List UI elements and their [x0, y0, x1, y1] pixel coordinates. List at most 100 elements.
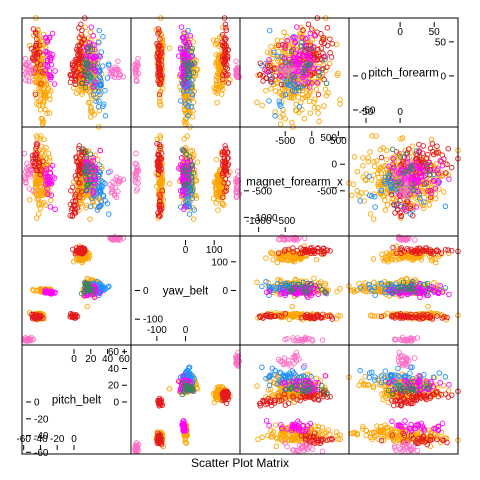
data-point — [272, 109, 278, 115]
data-point — [222, 143, 228, 149]
tick-label: -1000 — [246, 216, 272, 227]
data-point — [104, 75, 111, 81]
data-point — [213, 77, 219, 83]
data-point — [37, 136, 43, 142]
data-point — [225, 155, 231, 161]
data-point — [157, 135, 164, 141]
data-point — [34, 36, 40, 42]
data-point — [82, 24, 89, 31]
data-point — [85, 78, 91, 84]
data-point — [288, 59, 295, 66]
data-point — [185, 113, 191, 119]
data-point — [96, 203, 102, 210]
data-point — [426, 202, 433, 208]
data-point — [181, 206, 187, 213]
data-point — [41, 136, 47, 143]
data-point — [157, 133, 163, 139]
data-point — [281, 48, 287, 54]
variable-name: yaw_belt — [163, 286, 209, 298]
data-point — [189, 114, 196, 120]
data-point — [184, 159, 191, 165]
data-point — [48, 192, 55, 198]
data-point — [225, 161, 232, 167]
data-point — [350, 181, 357, 187]
data-point — [82, 168, 88, 175]
data-point — [100, 101, 107, 107]
data-point — [46, 178, 53, 184]
tick-label: 500 — [320, 133, 337, 144]
data-point — [189, 163, 195, 169]
data-point — [322, 54, 329, 60]
data-point — [38, 133, 44, 139]
data-point — [83, 163, 90, 169]
data-point — [38, 168, 44, 174]
data-point — [219, 72, 226, 78]
data-point — [234, 189, 240, 196]
data-point — [178, 155, 185, 161]
data-point — [214, 70, 221, 77]
data-point — [370, 216, 377, 222]
data-point — [45, 63, 51, 69]
data-point — [214, 99, 220, 106]
data-point — [304, 92, 310, 99]
data-point — [351, 154, 358, 160]
data-point — [32, 89, 39, 96]
data-point — [221, 44, 227, 50]
data-point — [409, 143, 416, 149]
data-point — [382, 197, 388, 204]
data-point — [307, 30, 314, 37]
data-point — [72, 210, 79, 216]
data-point — [177, 46, 184, 52]
data-point — [42, 181, 49, 187]
data-point — [300, 27, 306, 34]
data-point — [75, 188, 81, 194]
data-point — [73, 155, 80, 161]
data-point — [181, 136, 188, 142]
data-point — [104, 200, 111, 207]
data-point — [98, 78, 104, 85]
data-point — [30, 54, 36, 61]
data-point — [117, 178, 123, 185]
data-point — [210, 37, 217, 43]
data-point — [221, 166, 228, 173]
data-point — [90, 84, 96, 90]
data-point — [157, 101, 163, 107]
data-point — [383, 156, 390, 163]
data-point — [324, 42, 331, 49]
data-point — [259, 283, 265, 290]
data-point — [97, 91, 103, 98]
data-point — [32, 43, 39, 49]
data-point — [298, 43, 304, 49]
data-point — [22, 175, 29, 182]
data-point — [280, 91, 287, 98]
data-point — [97, 169, 104, 176]
data-point — [159, 187, 165, 194]
data-point — [93, 98, 99, 104]
data-point — [288, 65, 294, 72]
data-point — [90, 55, 97, 61]
data-point — [190, 216, 197, 222]
data-point — [90, 62, 97, 68]
data-point — [96, 98, 102, 104]
data-point — [316, 72, 322, 79]
data-point — [333, 41, 340, 48]
data-point — [82, 84, 89, 91]
data-point — [49, 51, 56, 58]
data-point — [313, 86, 320, 93]
data-point — [36, 42, 43, 48]
data-point — [224, 65, 231, 72]
data-point — [182, 101, 189, 107]
data-point — [33, 215, 40, 221]
data-point — [157, 75, 164, 81]
data-point — [311, 104, 318, 111]
data-point — [37, 171, 44, 178]
data-point — [296, 109, 302, 116]
data-point — [214, 172, 220, 178]
data-point — [210, 195, 217, 202]
variable-name: magnet_forearm_x — [246, 177, 343, 189]
data-point — [186, 154, 193, 160]
data-point — [318, 39, 325, 46]
data-point — [328, 54, 335, 60]
data-point — [68, 72, 74, 79]
data-point — [92, 79, 99, 85]
